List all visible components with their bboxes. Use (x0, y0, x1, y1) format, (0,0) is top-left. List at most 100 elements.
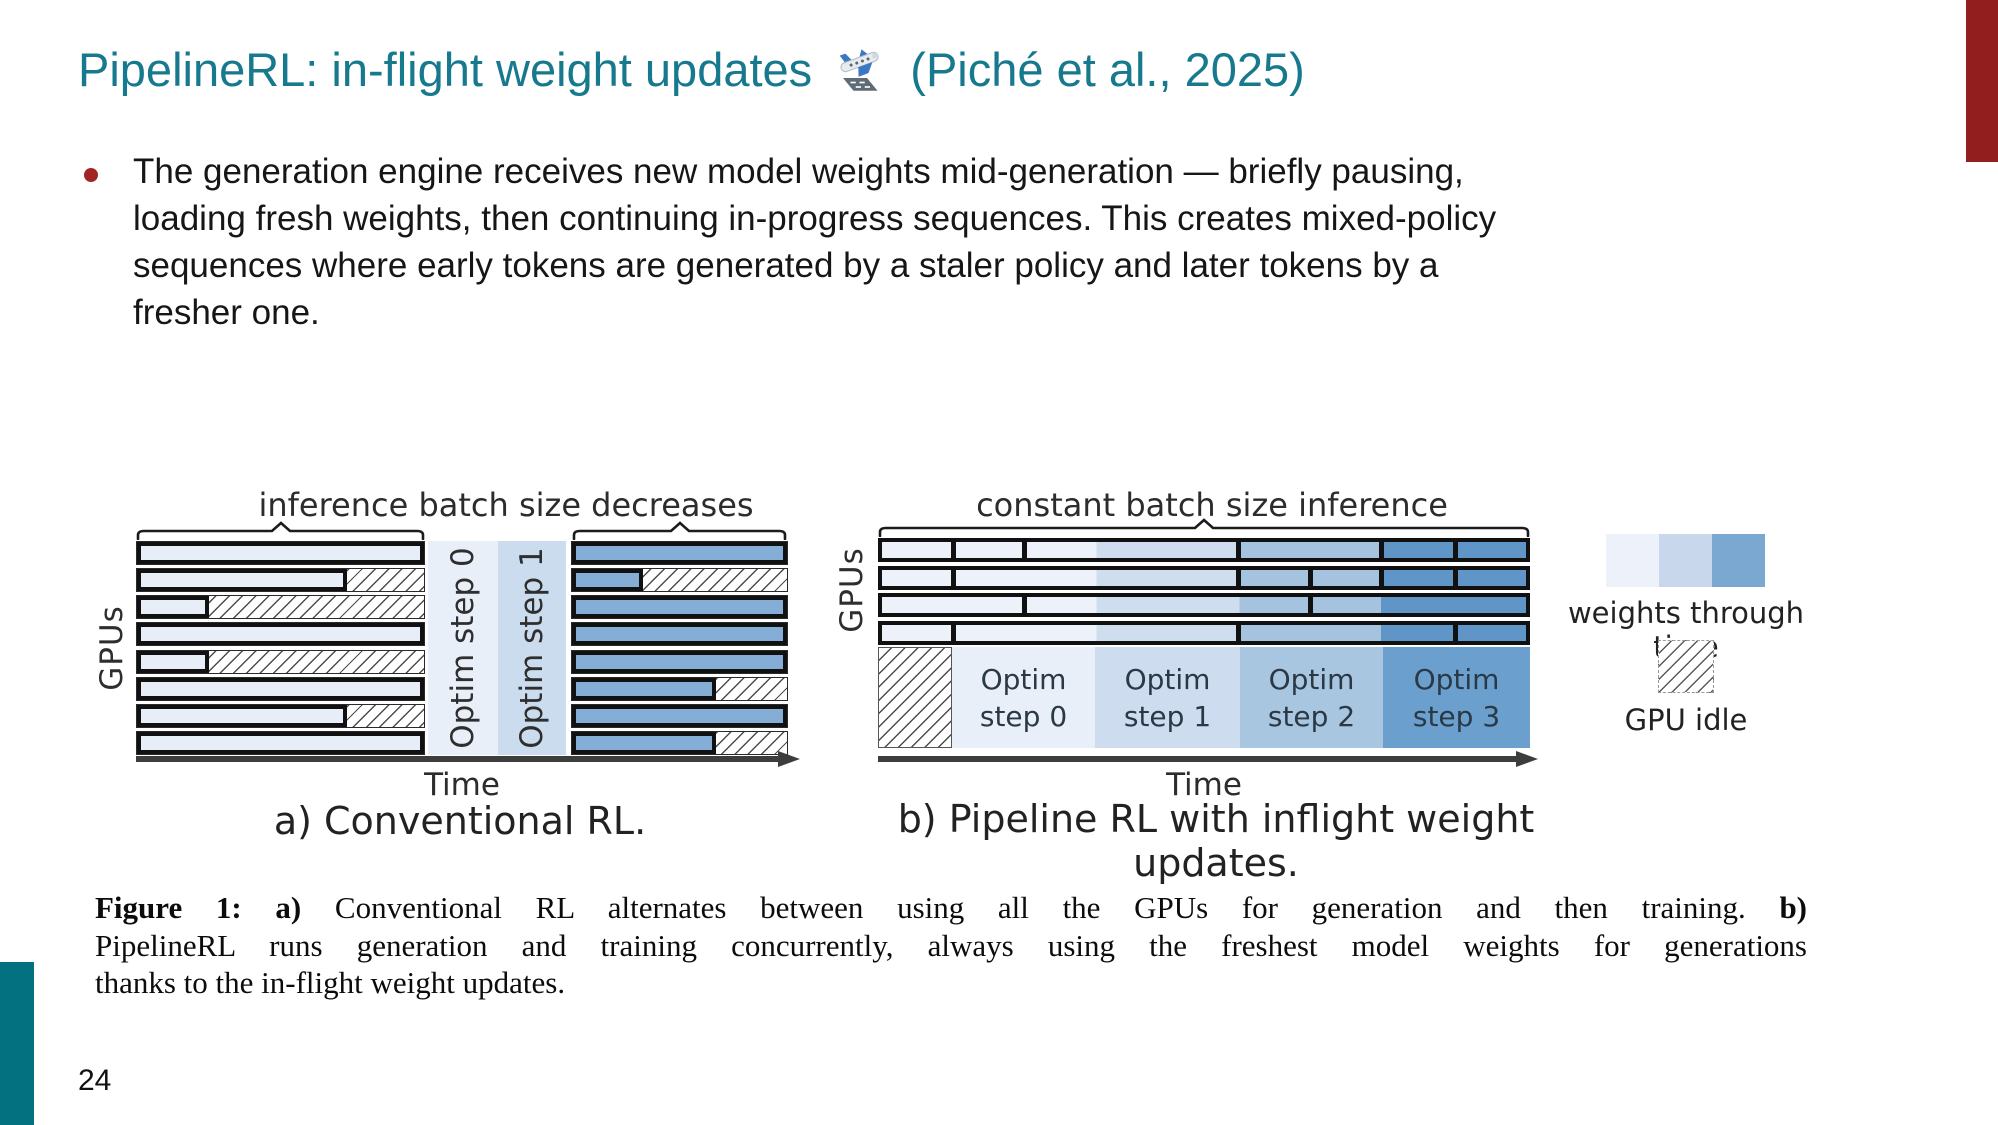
gpu-row-fill (137, 596, 209, 619)
sequence-divider (1453, 568, 1459, 587)
sequence-divider (1453, 623, 1459, 642)
optim-step-3-block: Optim step 3 (1383, 647, 1530, 748)
panel-a-caption: a) Conventional RL. (273, 799, 647, 843)
panel-a-right-rows (571, 541, 788, 755)
gpu-row (136, 541, 425, 565)
sequence-divider (1236, 541, 1242, 559)
panel-a-optim-band-0: Optim step 0 (428, 541, 498, 755)
gpu-row-fill (137, 569, 347, 592)
sequence-divider (1308, 568, 1314, 587)
sequence-divider (1021, 541, 1027, 559)
gpu-row (878, 620, 1530, 645)
figure-caption-line-3: thanks to the in-flight weight updates. (95, 965, 566, 1000)
sequence-divider (950, 541, 956, 559)
top-right-accent-bar (1966, 0, 1998, 162)
gpu-idle-legend-label: GPU idle (1624, 703, 1748, 737)
gpu-row-fill (572, 704, 787, 727)
gpu-row-fill (137, 704, 347, 727)
gpu-row (571, 703, 788, 728)
gpu-row (878, 565, 1530, 590)
optim-step-1-block: Optim step 1 (1095, 647, 1240, 748)
figure-caption-line1-text: Conventional RL alternates between using… (334, 890, 1746, 925)
gpu-row (136, 649, 425, 674)
panel-a-optim-band-1: Optim step 1 (498, 541, 566, 755)
sequence-divider (1021, 596, 1027, 615)
bullet-line: The generation engine receives new model… (133, 152, 1464, 191)
gpu-row (878, 593, 1530, 618)
bullet-line: sequences where early tokens are generat… (133, 246, 1439, 285)
gpu-row (571, 730, 788, 755)
gpu-row-fill (572, 596, 787, 619)
runway-shape (843, 78, 878, 91)
slide-title: PipelineRL: in-flight weight updates (78, 42, 1305, 97)
bullet-marker (84, 168, 98, 182)
panel-b-rows (878, 538, 1530, 645)
gpu-row-fill (572, 542, 787, 564)
figure-caption-number: Figure 1: (95, 890, 242, 925)
bottom-left-accent-bar (0, 962, 34, 1125)
panel-b-gpus-axis-label: GPUs (834, 547, 870, 633)
gpu-row-fill (572, 650, 787, 673)
gpu-row (571, 649, 788, 674)
panel-a-gpus-axis-label: GPUs (94, 605, 130, 691)
panel-a-left-rows (136, 541, 425, 755)
gpu-row (136, 595, 425, 620)
panel-b-top-label: constant batch size inference (976, 486, 1448, 524)
sequence-divider (1308, 596, 1314, 615)
optim-band-0-label: Optim step 0 (445, 547, 481, 749)
gpu-row (136, 730, 425, 755)
panel-a-right-brace (572, 521, 787, 540)
gpu-row-fill (572, 731, 717, 754)
figure-caption-b-bold: b) (1779, 890, 1808, 925)
gpu-row-fill (137, 731, 424, 754)
airplane-departure-icon (831, 42, 891, 96)
sequence-divider (1236, 623, 1242, 642)
gpu-row (136, 676, 425, 701)
gpu-row (136, 622, 425, 647)
slide-title-prefix: PipelineRL: in-flight weight updates (78, 43, 813, 96)
gpu-row (136, 568, 425, 593)
gpu-row (571, 676, 788, 701)
panel-b-caption: b) Pipeline RL with inflight weight upda… (897, 797, 1535, 885)
gpu-row (571, 622, 788, 647)
panel-b-time-arrow (878, 751, 1538, 767)
sequence-divider (950, 623, 956, 642)
figure-caption-line-1: Figure 1: a) Conventional RL alternates … (95, 889, 1807, 927)
slide-title-suffix: (Piché et al., 2025) (910, 43, 1305, 96)
bullet-text: The generation engine receives new model… (133, 148, 1496, 336)
figure-caption-a-bold: a) (275, 890, 302, 925)
panel-b-time-label: Time (1166, 767, 1242, 803)
panel-b-idle-hatch (878, 647, 952, 748)
gpu-row-fill (572, 569, 643, 592)
gpu-row-fill (137, 623, 424, 646)
sequence-divider (1453, 541, 1459, 559)
optim-step-2-block: Optim step 2 (1240, 647, 1383, 748)
panel-a-top-label: inference batch size decreases (258, 486, 754, 524)
optim-step-0-block: Optim step 0 (952, 647, 1095, 748)
gpu-idle-hatch-swatch (1658, 640, 1714, 693)
weights-gradient-swatches (1606, 534, 1765, 587)
gpu-row-fill (572, 677, 717, 700)
gpu-row (878, 538, 1530, 562)
sequence-divider (1379, 541, 1385, 559)
panel-a-time-arrow (136, 751, 800, 767)
weights-swatch-2 (1712, 534, 1765, 587)
gpu-row (571, 595, 788, 620)
gpu-row-fill (572, 623, 787, 646)
figure-caption: Figure 1: a) Conventional RL alternates … (95, 889, 1807, 1002)
gpu-row (571, 568, 788, 593)
sequence-divider (1236, 568, 1242, 587)
sequence-divider (950, 568, 956, 587)
optim-band-1-label: Optim step 1 (514, 547, 550, 749)
gpu-row (571, 541, 788, 565)
bullet-line: loading fresh weights, then continuing i… (133, 199, 1497, 238)
panel-a-time-label: Time (424, 767, 500, 803)
gpu-row-fill (137, 542, 424, 564)
panel-b-brace (878, 518, 1530, 537)
figure-caption-line-2: PipelineRL runs generation and training … (95, 927, 1807, 963)
gpu-row-fill (137, 677, 424, 700)
panel-a-left-brace (136, 521, 425, 540)
bullet-line: fresher one. (133, 293, 320, 332)
plane-shape (839, 49, 879, 77)
